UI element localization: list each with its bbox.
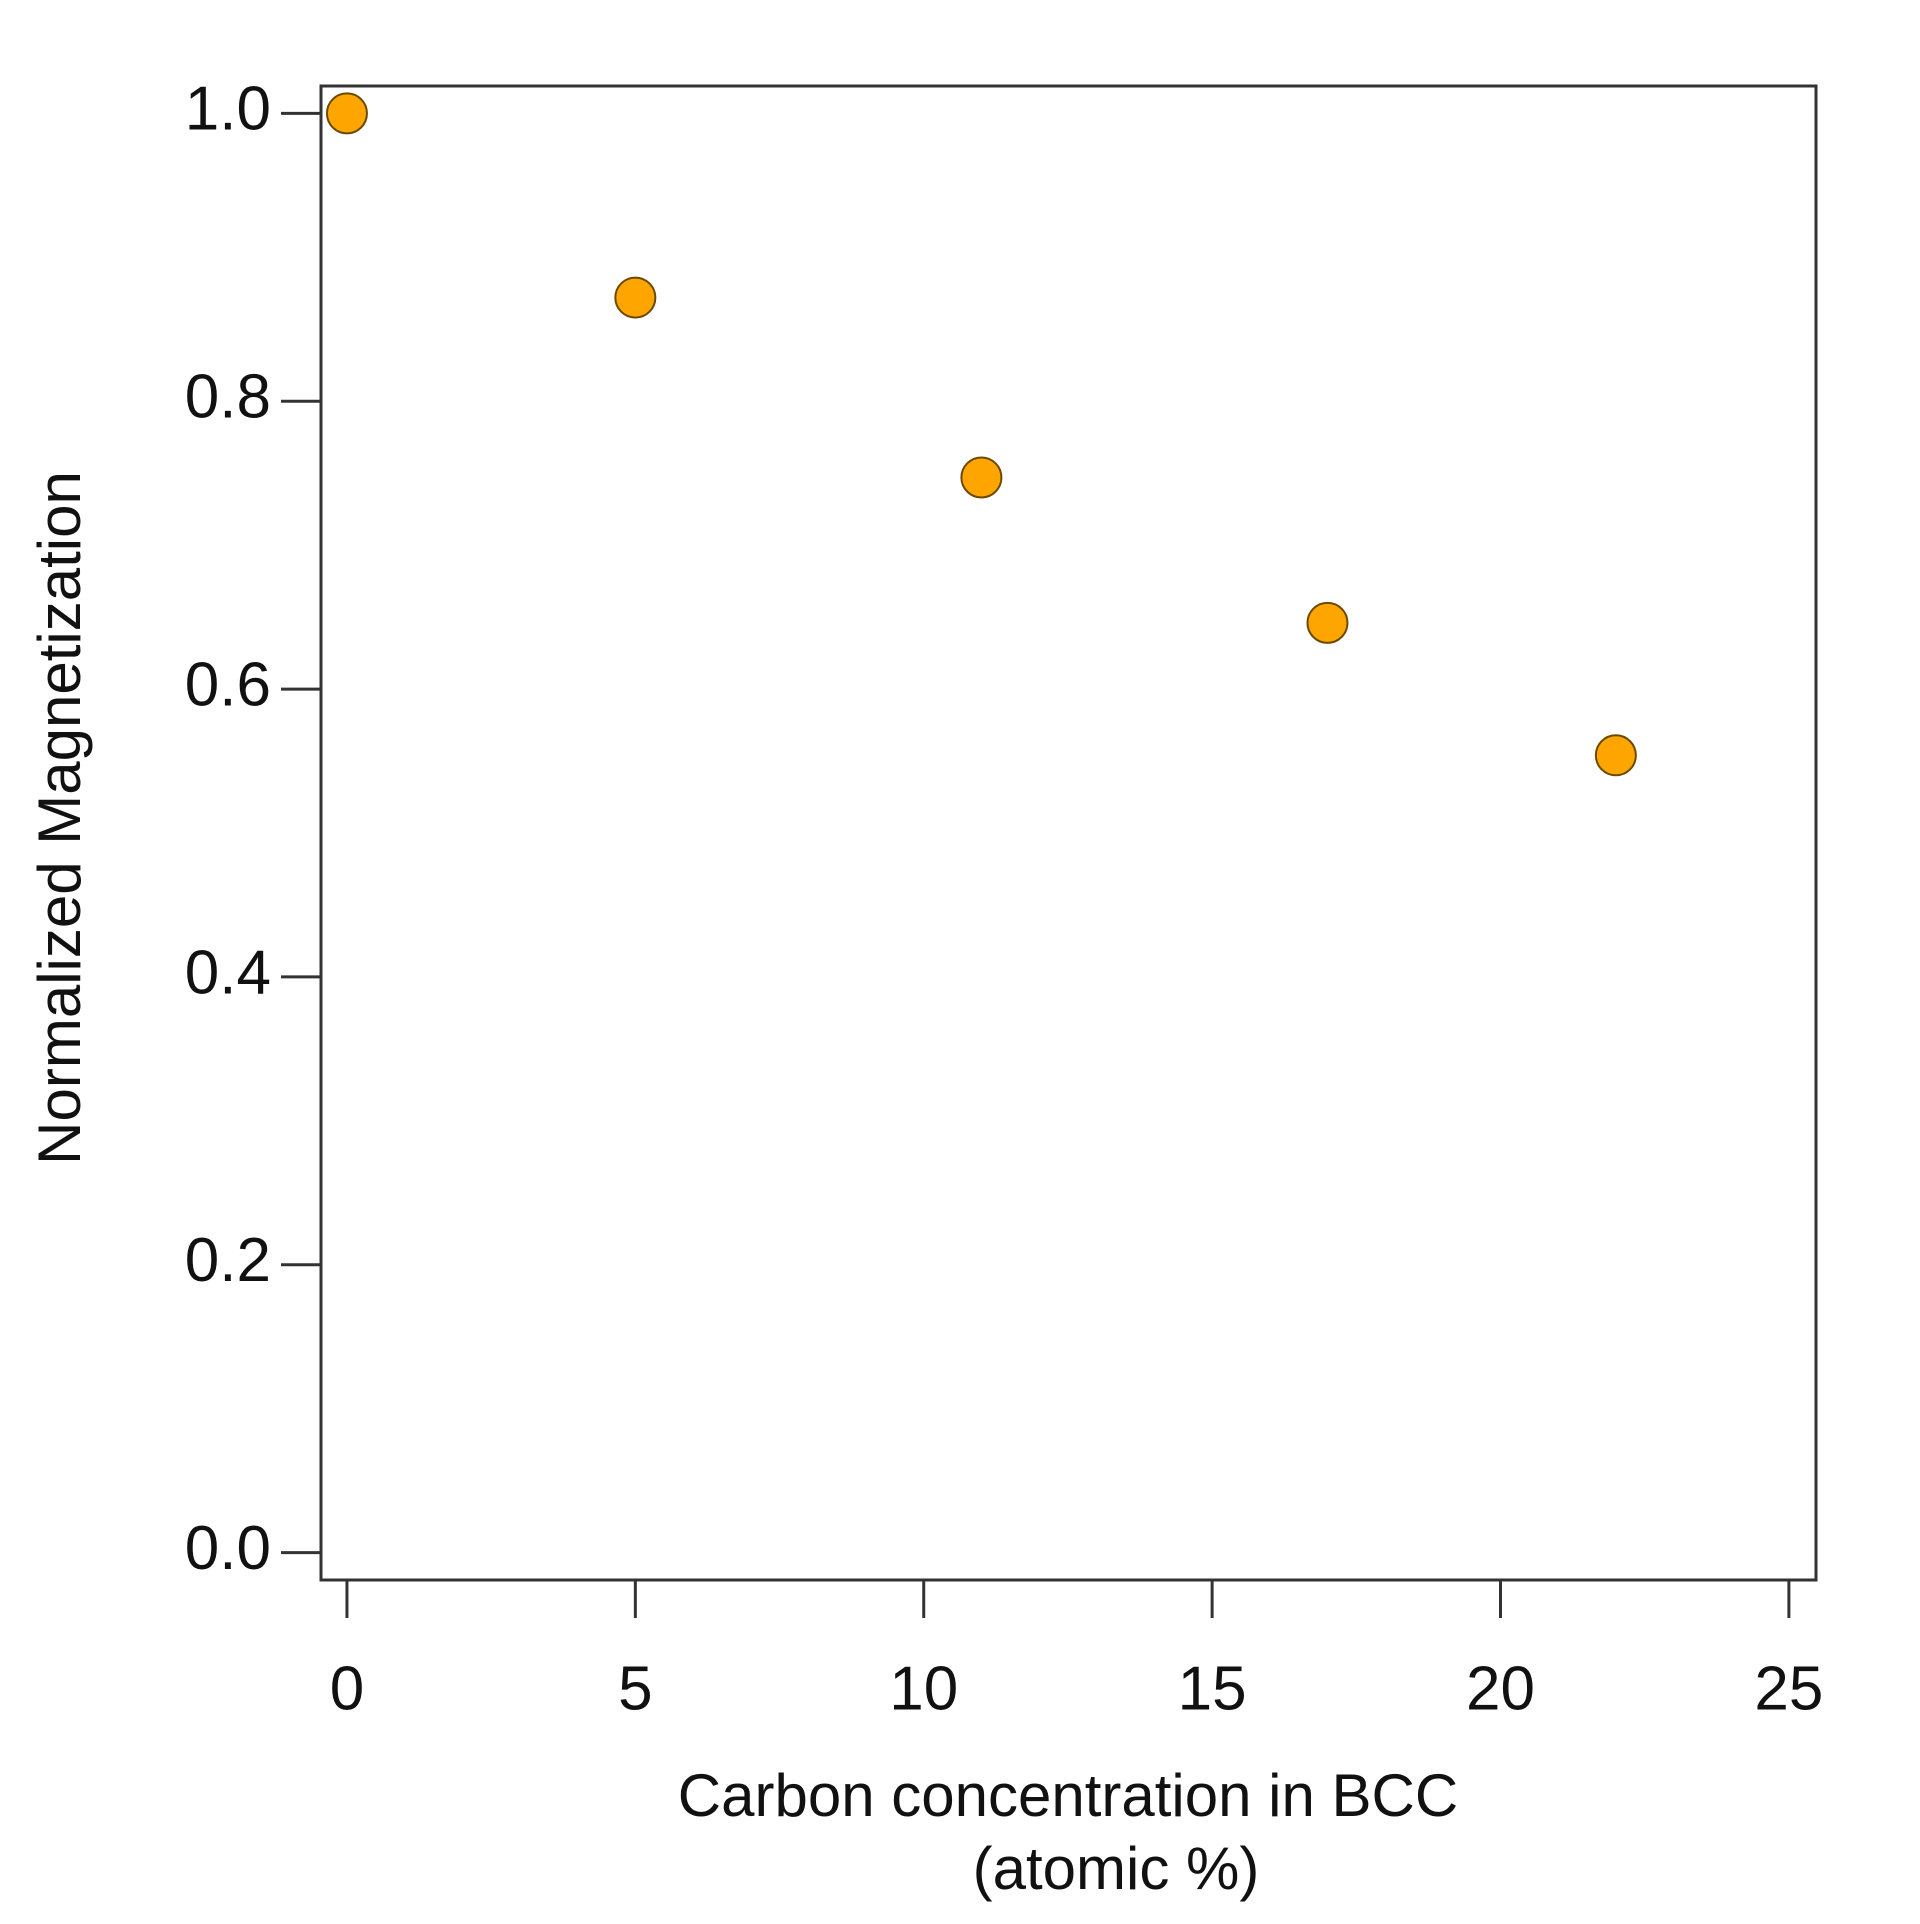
x-tick-label: 10 — [889, 1654, 958, 1723]
y-tick-label: 0.4 — [185, 938, 271, 1007]
data-point — [1306, 601, 1349, 644]
data-point — [960, 456, 1003, 499]
x-tick-label: 0 — [330, 1654, 364, 1723]
y-tick-label: 0.8 — [185, 363, 271, 432]
data-point — [325, 92, 368, 135]
x-axis-label: Carbon concentration in BCC — [678, 1762, 1458, 1829]
x-tick-label: 5 — [618, 1654, 652, 1723]
y-axis-label: Normalized Magnetization — [26, 471, 93, 1165]
y-tick-label: 0.0 — [185, 1514, 271, 1583]
y-tick-label: 1.0 — [185, 75, 271, 144]
x-axis-label: (atomic %) — [973, 1835, 1260, 1902]
y-tick-label: 0.6 — [185, 650, 271, 719]
x-tick-label: 25 — [1754, 1654, 1823, 1723]
y-tick-label: 0.2 — [185, 1226, 271, 1295]
plot-frame — [319, 84, 1818, 1582]
data-point — [1594, 734, 1637, 777]
data-point — [614, 276, 657, 319]
x-tick-label: 20 — [1466, 1654, 1535, 1723]
x-tick-label: 15 — [1178, 1654, 1247, 1723]
